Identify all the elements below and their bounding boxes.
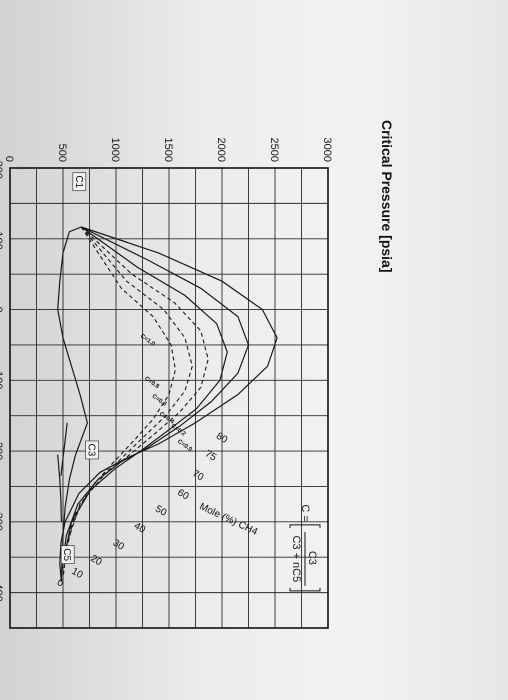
critical-locus-curve — [65, 226, 193, 554]
mole-percent-label: 60 — [175, 487, 191, 502]
mole-percent-label: 40 — [132, 521, 148, 536]
mole-percent-label: 20 — [88, 553, 104, 568]
x-tick-label: 200 — [0, 442, 4, 460]
y-tick-label: 1000 — [109, 138, 121, 162]
mole-percent-label: 10 — [69, 566, 85, 581]
critical-locus-curve — [57, 454, 62, 522]
critical-locus-curve — [60, 422, 68, 476]
formula-numerator: C3 — [306, 551, 318, 565]
y-tick-label: 2500 — [268, 138, 280, 162]
component-label: C5 — [60, 545, 75, 564]
x-tick-label: -200 — [0, 157, 4, 179]
component-label: C1 — [72, 172, 87, 192]
mole-percent-label: 0 — [55, 577, 66, 590]
x-tick-label: 400 — [0, 583, 4, 601]
c-ratio-label: C=0.6 — [151, 394, 168, 409]
x-tick-label: -100 — [0, 228, 4, 250]
component-label-box — [72, 172, 87, 192]
y-tick-label: 500 — [56, 144, 68, 162]
mole-percent-label: 30 — [111, 538, 127, 553]
component-label-text: C5 — [61, 548, 72, 561]
critical-locus-curve — [62, 226, 209, 579]
y-tick-label: 0 — [3, 156, 15, 162]
formula-denominator: C3 + nC5 — [290, 535, 302, 582]
mole-percent-heading: Mole (%) CH4 — [198, 501, 260, 538]
mole-percent-label: 75 — [203, 448, 219, 463]
formula-lhs: C = — [299, 504, 311, 521]
mole-percent-label: 80 — [214, 431, 230, 446]
c-ratio-label: C=1.0 — [139, 333, 156, 348]
component-label-text: C3 — [86, 444, 97, 457]
component-label-box — [60, 545, 75, 564]
critical-locus-curve — [63, 226, 176, 568]
x-tick-label: 0 — [0, 306, 4, 312]
mole-percent-label: 70 — [190, 468, 206, 483]
y-tick-label: 2000 — [215, 138, 227, 162]
y-axis-title: Critical Pressure [psia] — [379, 120, 395, 273]
formula-bracket-right — [289, 587, 321, 592]
plot-frame — [9, 167, 329, 629]
component-label: C3 — [85, 440, 99, 460]
x-tick-label: 300 — [0, 513, 4, 531]
y-tick-label: 3000 — [321, 138, 333, 162]
mole-percent-label: 50 — [153, 504, 169, 519]
critical-locus-curve — [60, 455, 76, 583]
composition-formula: C = C3 C3 + nC5 — [289, 504, 321, 592]
formula-bracket-left — [289, 524, 321, 528]
x-tick-label: 100 — [0, 371, 4, 389]
component-label-text: C1 — [73, 175, 84, 188]
component-label-box — [85, 440, 99, 460]
grid — [9, 167, 329, 629]
c-ratio-label: C=0.8 — [143, 376, 160, 391]
critical-locus-curve — [57, 226, 89, 456]
critical-locus-curve — [61, 226, 250, 572]
y-tick-label: 1500 — [162, 138, 174, 162]
